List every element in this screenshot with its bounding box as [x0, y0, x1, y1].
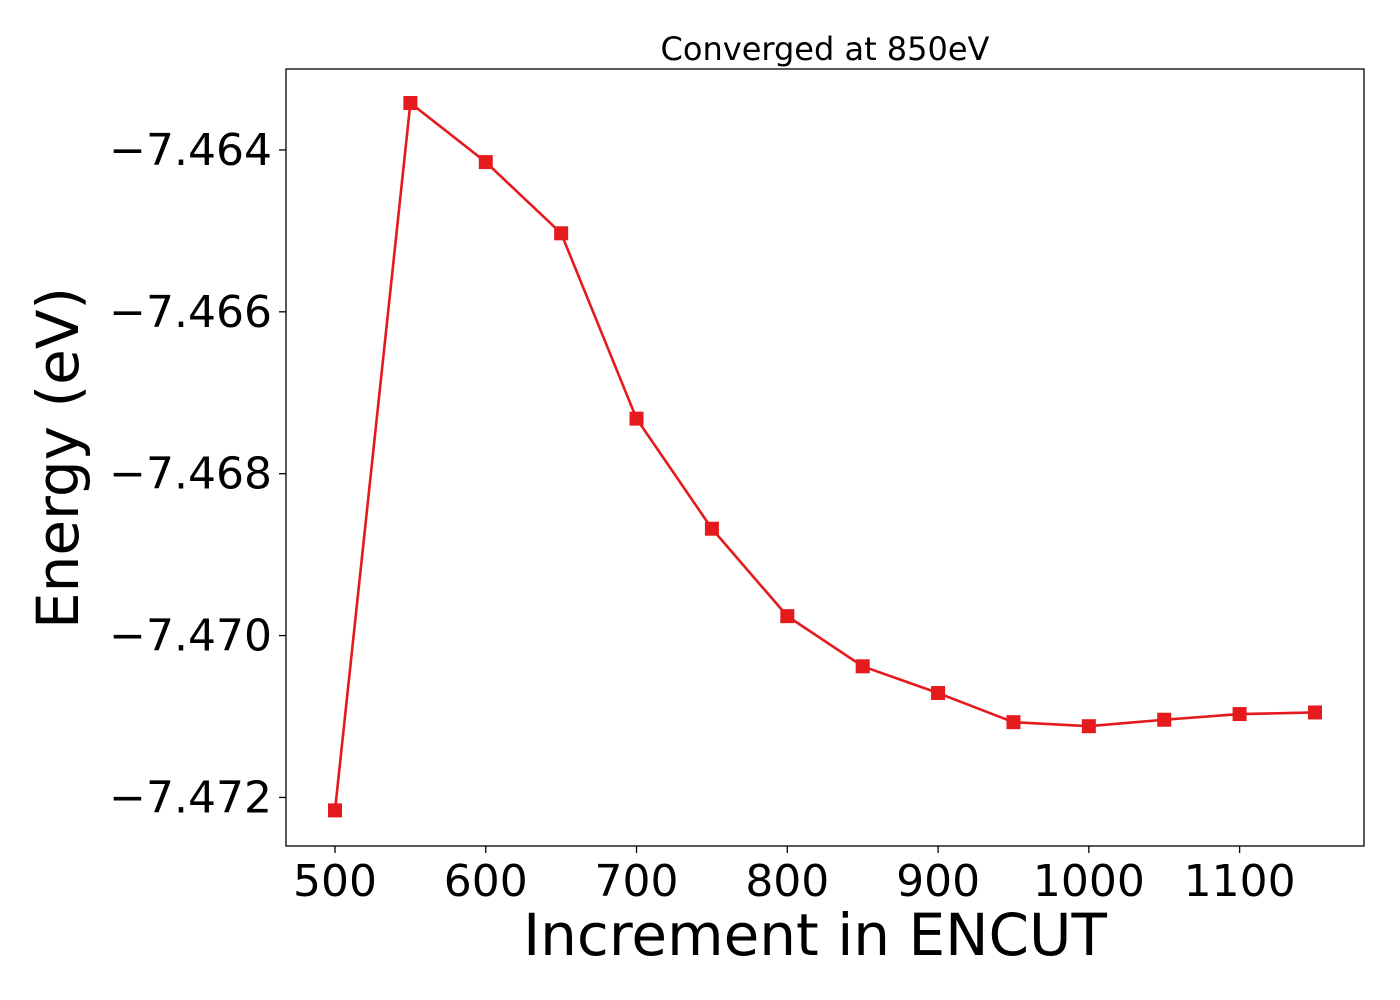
data-point: [931, 686, 946, 701]
data-point: [403, 95, 418, 110]
data-point: [1232, 707, 1247, 722]
data-point: [855, 659, 870, 674]
chart-title: Converged at 850eV: [661, 30, 990, 68]
x-tick-label: 500: [293, 856, 377, 907]
y-tick-label: −7.472: [109, 772, 272, 823]
data-point: [704, 521, 719, 536]
data-point: [328, 803, 342, 818]
y-axis-ticks: −7.464 −7.466 −7.468 −7.470 −7.472: [109, 125, 286, 823]
plot-frame: [285, 68, 1365, 847]
data-point: [1157, 712, 1172, 727]
data-point: [478, 155, 493, 170]
x-axis-label: Increment in ENCUT: [523, 901, 1107, 969]
y-axis-label: Energy (eV): [24, 287, 92, 629]
data-point: [629, 411, 644, 426]
data-point: [1081, 719, 1096, 734]
data-point: [1308, 705, 1322, 720]
y-tick-label: −7.470: [109, 611, 272, 662]
series-layer: [328, 95, 1322, 818]
x-tick-label: 700: [595, 856, 679, 907]
data-point: [1006, 715, 1021, 730]
x-tick-label: 1000: [1033, 856, 1145, 907]
data-point: [780, 609, 795, 624]
series-line: [333, 101, 1316, 811]
y-tick-label: −7.468: [109, 449, 272, 500]
x-axis-ticks: 500 600 700 800 900 1000 1100: [293, 846, 1296, 907]
x-tick-label: 600: [444, 856, 528, 907]
x-tick-label: 900: [896, 856, 980, 907]
y-tick-label: −7.466: [109, 287, 272, 338]
x-tick-label: 1100: [1184, 856, 1296, 907]
data-point: [554, 226, 569, 241]
x-tick-label: 800: [745, 856, 829, 907]
y-tick-label: −7.464: [109, 125, 272, 176]
